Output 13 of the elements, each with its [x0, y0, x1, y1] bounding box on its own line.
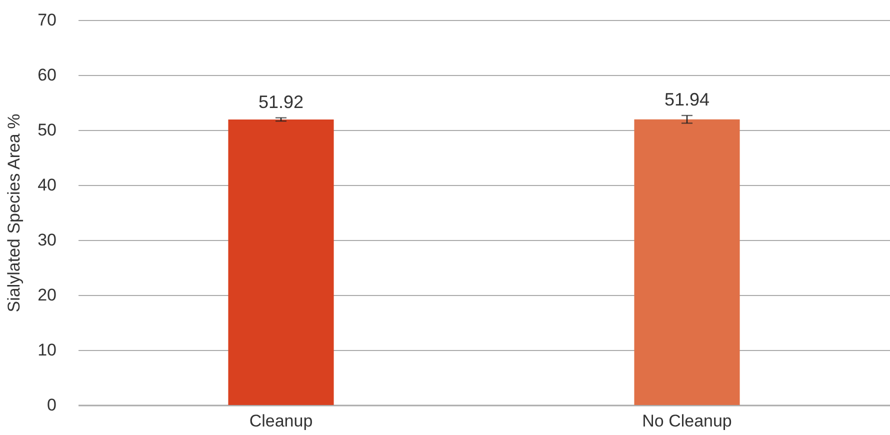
y-tick-label: 0 [47, 396, 56, 414]
data-label: 51.92 [258, 92, 304, 112]
y-tick-label: 30 [38, 230, 56, 250]
y-tick-label: 50 [38, 120, 56, 140]
data-label: 51.94 [664, 89, 710, 110]
y-tick-label: 20 [38, 286, 56, 304]
y-tick-label: 70 [38, 10, 56, 30]
y-axis-title: Sialylated Species Area % [4, 114, 24, 312]
y-tick-label: 40 [38, 176, 56, 194]
y-tick-label: 60 [38, 66, 56, 84]
x-tick-label: Cleanup [249, 412, 313, 430]
y-tick-label: 10 [38, 340, 56, 360]
x-tick-label: No Cleanup [642, 412, 732, 430]
